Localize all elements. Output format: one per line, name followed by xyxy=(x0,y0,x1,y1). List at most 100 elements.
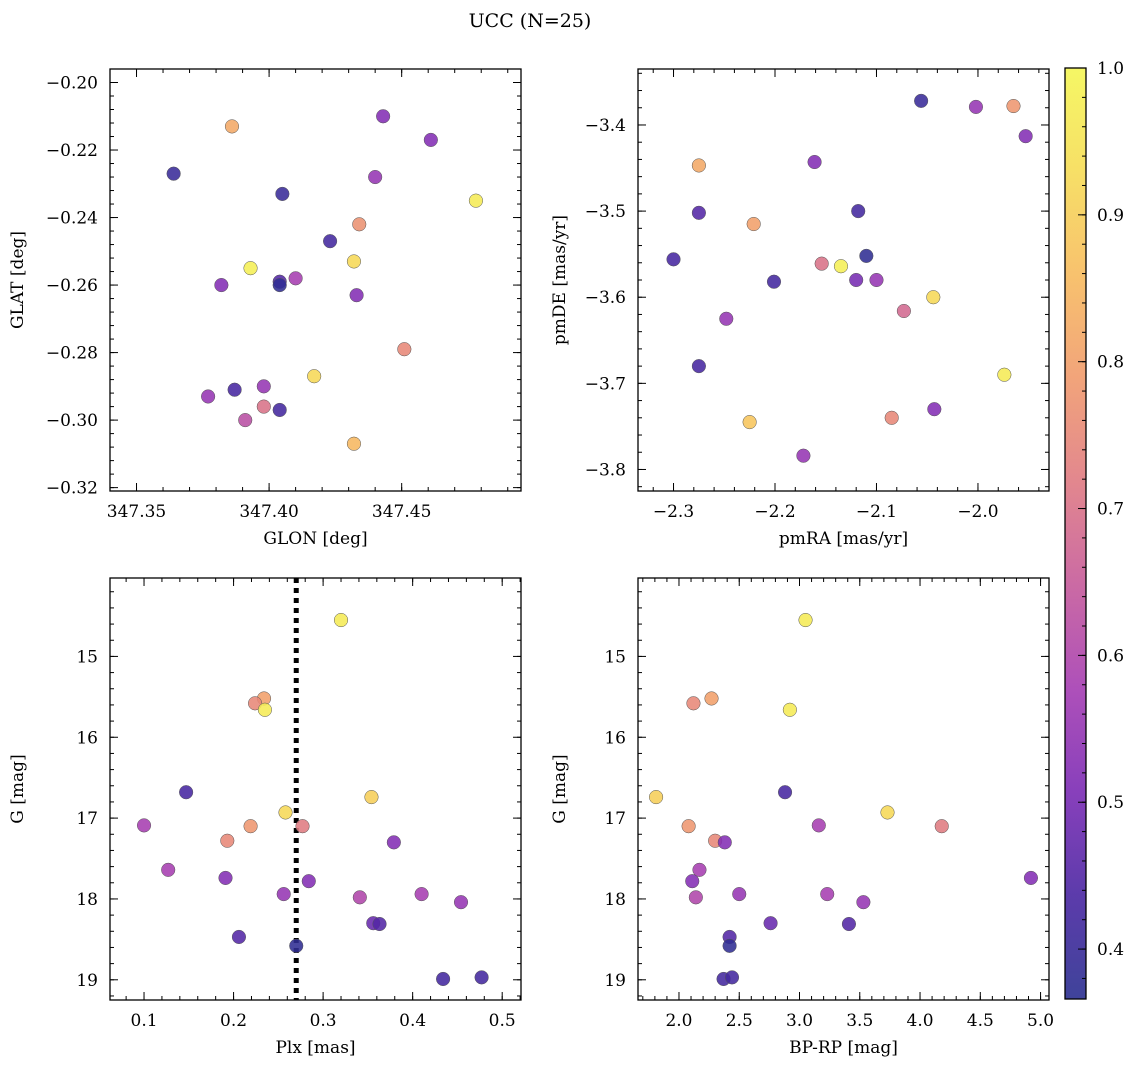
data-point xyxy=(289,938,304,953)
data-point xyxy=(688,890,703,905)
y-tick-label: −3.8 xyxy=(585,460,626,480)
data-point xyxy=(859,248,874,263)
panel-1: 347.35 347.40 347.45 −0.32 −0.30 −0.28 −0.26 −0… xyxy=(8,68,522,549)
x-tick-label: 4.5 xyxy=(967,1011,994,1031)
colorbar: 0.4 0.5 0.6 0.7 0.8 0.9 1.0 xyxy=(1064,59,1124,1000)
colorbar-gradient xyxy=(1065,68,1086,999)
data-point xyxy=(681,819,696,834)
y-tick-label: −3.6 xyxy=(585,288,626,308)
x-tick-label: 0.5 xyxy=(489,1011,516,1031)
data-point xyxy=(869,272,884,288)
data-point xyxy=(333,612,349,628)
y-axis-label: pmDE [mas/yr] xyxy=(550,215,570,345)
scatter-points xyxy=(166,109,483,451)
data-point xyxy=(666,252,681,267)
y-tick-label: −0.26 xyxy=(46,276,98,296)
data-point xyxy=(214,278,229,293)
ticks xyxy=(110,578,521,1000)
data-point xyxy=(798,612,813,628)
panels: 347.35 347.40 347.45 −0.32 −0.30 −0.28 −0.26 −0… xyxy=(8,68,1054,1058)
data-point xyxy=(423,132,438,147)
y-tick-label: 19 xyxy=(604,971,626,991)
y-tick-label: 16 xyxy=(76,728,98,748)
data-point xyxy=(782,702,797,717)
y-tick-label: −0.24 xyxy=(46,209,98,229)
x-tick-label: 3.0 xyxy=(786,1011,813,1031)
x-tick-label: 0.2 xyxy=(220,1011,247,1031)
figure-title: UCC (N=25) xyxy=(469,10,592,32)
data-point xyxy=(763,916,778,931)
data-point xyxy=(841,916,856,932)
x-tick-label: 3.5 xyxy=(846,1011,873,1031)
x-tick-label: 4.0 xyxy=(907,1011,934,1031)
scatter-points xyxy=(666,93,1033,463)
data-point xyxy=(1006,98,1021,114)
data-point xyxy=(275,186,290,201)
x-tick-label: 347.40 xyxy=(239,502,298,522)
data-point xyxy=(880,805,895,820)
y-axis-label: G [mag] xyxy=(8,754,28,823)
data-point xyxy=(719,311,734,326)
data-point xyxy=(295,819,310,834)
data-point xyxy=(397,342,412,357)
data-point xyxy=(218,870,233,885)
data-point xyxy=(436,971,451,987)
data-point xyxy=(742,415,757,430)
data-point xyxy=(833,259,849,274)
data-point xyxy=(746,216,761,232)
axes-frame xyxy=(637,577,1050,1001)
x-axis-label: GLON [deg] xyxy=(263,529,367,549)
colorbar-tick-label: 0.6 xyxy=(1097,646,1124,666)
y-tick-label: 15 xyxy=(604,647,626,667)
x-axis-label: pmRA [mas/yr] xyxy=(779,529,908,549)
x-tick-label: 2.5 xyxy=(726,1011,753,1031)
data-point xyxy=(691,158,706,173)
data-point xyxy=(364,790,379,805)
y-tick-label: 19 xyxy=(76,971,98,991)
data-point xyxy=(386,835,401,850)
y-tick-label: −0.30 xyxy=(46,411,98,431)
data-point xyxy=(243,819,258,834)
data-point xyxy=(685,874,700,889)
x-tick-label: 0.4 xyxy=(399,1011,426,1031)
data-point xyxy=(777,785,793,800)
y-tick-label: −0.32 xyxy=(46,479,98,499)
ticks xyxy=(109,68,521,491)
x-tick-label: 0.3 xyxy=(310,1011,337,1031)
panel-2: −2.3 −2.2 −2.1 −2.0 −3.8 −3.7 −3.6 −3.5 −3.4 pmRA… xyxy=(550,68,1050,549)
scatter-points xyxy=(136,612,489,987)
colorbar-tick-label: 0.9 xyxy=(1097,206,1124,226)
data-point xyxy=(934,819,949,834)
data-point xyxy=(914,93,929,108)
colorbar-frame xyxy=(1064,67,1087,1000)
data-point xyxy=(927,402,942,417)
data-point xyxy=(307,369,322,384)
x-tick-label: −2.3 xyxy=(653,502,694,522)
data-point xyxy=(820,887,835,902)
axes-frame xyxy=(637,68,1050,492)
data-point xyxy=(136,818,152,833)
y-tick-label: −0.22 xyxy=(46,141,98,161)
panel-4: 2.0 2.5 3.0 3.5 4.0 4.5 5.0 15 16 17 18 19 BP-RP [ma… xyxy=(550,577,1054,1058)
y-tick-label: −3.4 xyxy=(585,116,626,136)
data-point xyxy=(257,702,272,717)
ticks xyxy=(638,69,1049,491)
data-point xyxy=(201,389,216,404)
data-point xyxy=(468,193,483,208)
x-axis-label: BP-RP [mag] xyxy=(789,1038,898,1058)
data-point xyxy=(722,938,737,953)
data-point xyxy=(926,290,941,305)
data-point xyxy=(224,119,240,134)
y-tick-label: 18 xyxy=(604,890,626,910)
data-point xyxy=(376,109,391,124)
x-tick-label: 0.1 xyxy=(131,1011,158,1031)
y-tick-label: 16 xyxy=(604,728,626,748)
data-point xyxy=(796,448,811,463)
data-point xyxy=(301,874,316,889)
colorbar-tick-label: 0.8 xyxy=(1097,353,1124,373)
data-point xyxy=(272,278,287,293)
data-point xyxy=(849,272,864,288)
y-axis-label: GLAT [deg] xyxy=(8,231,28,329)
y-tick-label: −0.28 xyxy=(46,344,98,364)
